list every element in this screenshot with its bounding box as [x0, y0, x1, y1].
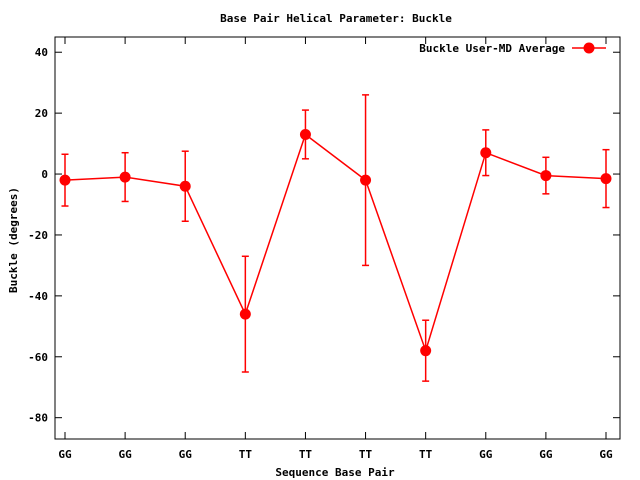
y-tick-label: -20: [28, 229, 48, 242]
data-point: [420, 345, 432, 357]
x-axis-ticks: GG GG GG TT TT TT TT GG GG GG: [58, 37, 613, 461]
y-axis-ticks: 40 20 0 -20 -40 -60 -80: [28, 46, 620, 425]
data-point: [540, 170, 552, 182]
y-tick-label: 40: [35, 46, 48, 59]
legend-label: Buckle User-MD Average: [419, 42, 565, 55]
y-tick-label: -40: [28, 290, 48, 303]
data-point: [600, 173, 612, 185]
plot-frame: [54, 36, 621, 440]
y-tick-label: -60: [28, 351, 48, 364]
x-tick-label: GG: [118, 448, 132, 461]
data-point: [299, 128, 311, 140]
data-point: [119, 171, 131, 183]
y-tick-label: -80: [28, 412, 48, 425]
x-tick-label: TT: [359, 448, 373, 461]
x-tick-label: TT: [299, 448, 313, 461]
x-tick-label: GG: [599, 448, 613, 461]
x-tick-label: TT: [419, 448, 433, 461]
series-layer: [59, 94, 612, 382]
data-point: [179, 180, 191, 192]
x-tick-label: GG: [539, 448, 553, 461]
data-point: [239, 308, 251, 320]
y-tick-label: 0: [41, 168, 48, 181]
x-tick-label: GG: [479, 448, 493, 461]
data-point: [59, 174, 71, 186]
data-point: [480, 147, 492, 159]
x-tick-label: GG: [58, 448, 72, 461]
x-tick-label: GG: [179, 448, 193, 461]
legend-marker: [583, 42, 595, 54]
x-tick-label: TT: [239, 448, 253, 461]
data-point: [360, 174, 372, 186]
y-axis-label: Buckle (degrees): [7, 187, 20, 293]
legend: Buckle User-MD Average: [419, 42, 606, 55]
series-line: [64, 133, 607, 354]
x-axis-label: Sequence Base Pair: [275, 466, 395, 479]
y-tick-label: 20: [35, 107, 48, 120]
chart-title: Base Pair Helical Parameter: Buckle: [220, 12, 452, 25]
